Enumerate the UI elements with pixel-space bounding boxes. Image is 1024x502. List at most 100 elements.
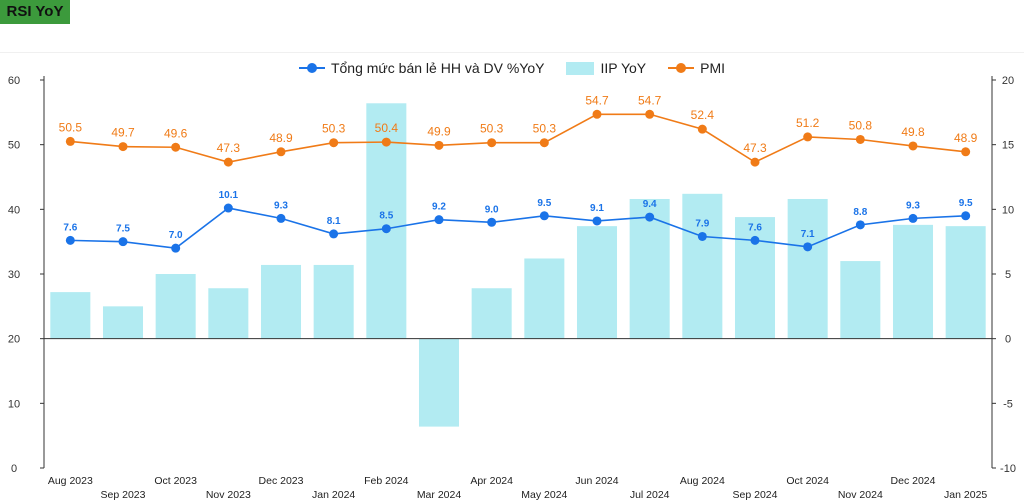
pmi-point (961, 147, 971, 157)
rsi-data-label: 9.0 (485, 204, 499, 215)
left-tick-label: 40 (8, 204, 20, 216)
rsi-data-label: 7.1 (801, 229, 815, 240)
rsi-point (961, 211, 971, 221)
rsi-data-label: 9.5 (959, 198, 973, 209)
rsi-point (487, 217, 497, 227)
pmi-point (645, 109, 655, 119)
legend-label-iip: IIP YoY (600, 60, 647, 76)
iip-bar (576, 226, 618, 339)
pmi-point (539, 138, 549, 148)
pmi-point (434, 140, 444, 150)
rsi-point (171, 243, 181, 253)
pmi-point (592, 109, 602, 119)
iip-bar (787, 198, 828, 339)
pmi-data-label: 47.3 (217, 141, 241, 155)
x-tick-label: Sep 2024 (733, 489, 778, 501)
rsi-point (118, 237, 128, 247)
rsi-data-label: 9.4 (643, 199, 657, 210)
pmi-data-label: 50.5 (59, 120, 83, 134)
legend-label-rsi: Tổng mức bán lẻ HH và DV %YoY (330, 60, 545, 76)
pmi-data-label: 54.7 (585, 93, 609, 107)
pmi-data-label: 51.2 (796, 116, 820, 130)
rsi-data-label: 7.6 (63, 222, 77, 233)
x-tick-label: Apr 2024 (470, 475, 513, 487)
pmi-data-label: 49.6 (164, 126, 188, 140)
legend-item-rsi[interactable]: Tổng mức bán lẻ HH và DV %YoY (298, 60, 545, 76)
rsi-data-label: 7.5 (116, 224, 130, 235)
pmi-data-label: 50.3 (480, 122, 504, 136)
rsi-data-label: 9.5 (537, 198, 551, 209)
iip-bar (734, 217, 776, 339)
legend-item-iip[interactable]: IIP YoY (566, 60, 646, 76)
iip-bar (892, 224, 934, 339)
x-tick-label: Aug 2024 (680, 475, 725, 487)
x-tick-label: Oct 2024 (786, 475, 829, 487)
rsi-data-label: 9.2 (432, 202, 446, 213)
pmi-point (276, 147, 286, 157)
x-tick-label: Dec 2023 (259, 475, 304, 487)
rsi-data-label: 9.1 (590, 203, 604, 214)
pmi-data-label: 52.4 (691, 108, 715, 122)
rsi-data-label: 10.1 (219, 190, 239, 201)
right-tick-label: 20 (1002, 75, 1014, 87)
pmi-data-label: 50.8 (849, 118, 873, 132)
pmi-point (908, 141, 918, 151)
x-tick-label: Mar 2024 (417, 489, 462, 501)
left-tick-label: 10 (8, 398, 20, 410)
left-tick-label: 50 (8, 140, 20, 152)
rsi-data-label: 7.0 (169, 230, 183, 241)
pmi-point (381, 137, 391, 147)
x-tick-label: Sep 2023 (101, 489, 146, 501)
pmi-line (70, 113, 966, 164)
iip-bar (682, 193, 723, 339)
iip-bar (155, 274, 196, 339)
x-tick-label: Jun 2024 (575, 475, 618, 487)
pmi-point (487, 138, 497, 148)
pmi-data-label: 48.9 (954, 131, 978, 145)
rsi-point (855, 220, 865, 230)
rsi-point (276, 213, 286, 223)
rsi-point (592, 216, 602, 226)
left-tick-label: 0 (11, 463, 17, 475)
rsi-point (434, 215, 444, 225)
right-tick-label: 15 (1002, 140, 1014, 152)
right-tick-label: -5 (1003, 398, 1013, 410)
x-tick-label: Nov 2023 (206, 489, 251, 501)
pmi-point (697, 124, 707, 134)
iip-bar (50, 292, 91, 339)
pmi-point (855, 134, 865, 144)
x-tick-label: Jan 2024 (312, 489, 355, 501)
pmi-data-label: 49.9 (427, 124, 451, 138)
left-tick-label: 30 (8, 269, 20, 281)
left-tick-label: 20 (8, 334, 20, 346)
pmi-point (329, 138, 339, 148)
rsi-point (697, 231, 707, 241)
rsi-data-label: 8.1 (327, 216, 341, 227)
iip-bar (313, 264, 354, 339)
rsi-point (381, 224, 391, 234)
iip-bar (418, 338, 460, 427)
rsi-legend-icon (298, 63, 325, 73)
chart-badge: RSI YoY (0, 0, 70, 24)
iip-bar (102, 306, 144, 339)
x-tick-label: Nov 2024 (838, 489, 883, 501)
pmi-point (750, 157, 760, 167)
rsi-line (70, 207, 966, 249)
rsi-data-label: 7.9 (695, 218, 709, 229)
pmi-point (118, 142, 128, 152)
rsi-point (329, 229, 339, 239)
iip-bar (471, 288, 512, 339)
pmi-data-label: 48.9 (269, 131, 293, 145)
x-tick-label: May 2024 (521, 489, 567, 501)
x-tick-label: Jan 2025 (944, 489, 987, 501)
pmi-data-label: 54.7 (638, 93, 662, 107)
legend-item-pmi[interactable]: PMI (668, 60, 725, 76)
rsi-point (223, 203, 233, 213)
right-tick-label: 5 (1005, 269, 1011, 281)
rsi-point (65, 235, 75, 245)
right-tick-label: -10 (1000, 463, 1016, 475)
left-tick-label: 60 (8, 75, 20, 87)
x-tick-label: Dec 2024 (891, 475, 936, 487)
rsi-data-label: 7.6 (748, 222, 762, 233)
